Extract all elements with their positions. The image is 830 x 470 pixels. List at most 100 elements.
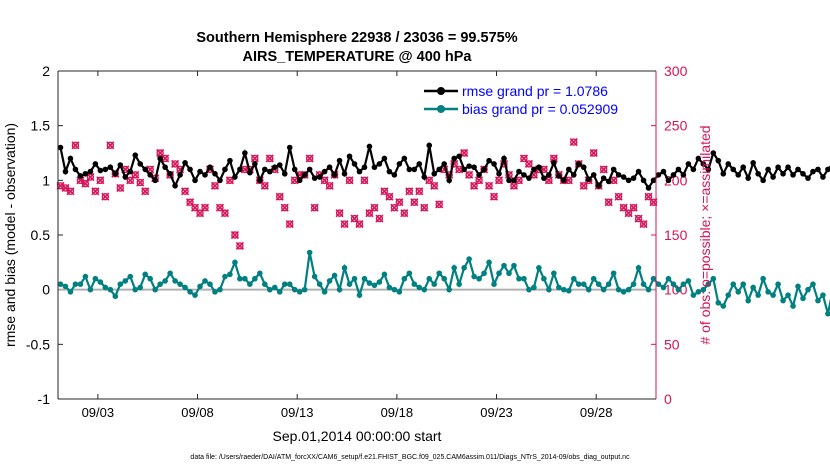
- bias-point: [675, 286, 682, 293]
- obs-count-point: [415, 187, 424, 196]
- rmse-point: [167, 170, 173, 177]
- rmse-point: [710, 150, 717, 156]
- bias-point: [471, 273, 477, 280]
- rmse-point: [670, 172, 677, 178]
- rmse-point: [192, 177, 198, 184]
- rmse-point: [271, 164, 278, 171]
- bias-point: [202, 278, 208, 284]
- obs-count-point: [200, 203, 210, 212]
- rmse-point: [107, 164, 114, 171]
- rmse-point: [486, 157, 492, 164]
- bias-point: [306, 249, 313, 256]
- bias-point: [351, 275, 358, 282]
- rmse-point: [501, 155, 507, 162]
- bias-point: [645, 286, 652, 293]
- rmse-point: [137, 161, 144, 167]
- rmse-point: [755, 170, 761, 177]
- obs-count-point: [81, 179, 90, 188]
- bias-point: [411, 281, 418, 288]
- bias-point: [635, 265, 642, 271]
- rmse-point: [281, 170, 288, 177]
- rmse-point: [461, 166, 467, 173]
- rmse-point: [680, 172, 687, 178]
- bias-point: [371, 282, 378, 289]
- obs-count-point: [141, 187, 150, 196]
- rmse-point: [780, 170, 786, 177]
- rmse-point: [291, 166, 298, 173]
- bias-point: [546, 286, 552, 293]
- bias-point: [281, 281, 288, 288]
- y-left-tick-label: 0: [42, 282, 50, 298]
- rmse-point: [760, 177, 766, 184]
- rmse-point: [222, 166, 228, 173]
- obs-count-point: [405, 187, 414, 196]
- rmse-point: [212, 170, 218, 177]
- rmse-point: [386, 168, 393, 175]
- bias-point: [531, 284, 537, 291]
- x-axis-label: Sep.01,2014 00:00:00 start: [273, 428, 442, 444]
- rmse-point: [177, 172, 183, 178]
- obs-count-point: [400, 209, 409, 218]
- bias-point: [506, 270, 512, 277]
- rmse-point: [341, 170, 348, 177]
- rmse-point: [157, 155, 163, 162]
- bias-point: [82, 273, 89, 280]
- obs-count-point: [136, 178, 145, 187]
- obs-count-point: [604, 198, 613, 207]
- obs-count-point: [370, 203, 379, 212]
- obs-count-point: [475, 176, 484, 185]
- rmse-point: [640, 177, 647, 184]
- plot-area: [58, 71, 656, 399]
- obs-count-point: [250, 154, 259, 163]
- bias-point: [122, 278, 129, 284]
- rmse-point: [660, 168, 667, 175]
- rmse-point: [351, 161, 358, 167]
- bias-point: [92, 275, 99, 282]
- rmse-point: [117, 162, 124, 168]
- rmse-point: [366, 143, 373, 150]
- bias-point: [735, 289, 742, 295]
- bias-point: [217, 286, 223, 293]
- rmse-point: [62, 168, 69, 175]
- rmse-point: [650, 177, 657, 184]
- y-right-tick-label: 150: [664, 227, 688, 243]
- rmse-point: [266, 168, 273, 175]
- bias-point: [177, 281, 183, 288]
- rmse-point: [575, 161, 582, 167]
- obs-count-point: [305, 154, 314, 163]
- bias-point: [286, 281, 293, 288]
- obs-count-point: [220, 209, 230, 218]
- rmse-point: [745, 175, 751, 181]
- rmse-point: [620, 174, 627, 180]
- bias-point: [321, 289, 328, 295]
- bias-point: [790, 303, 796, 309]
- bias-point: [137, 284, 144, 291]
- bias-point: [271, 284, 278, 291]
- bias-point: [810, 281, 816, 288]
- y-left-tick-label: 0.5: [31, 227, 51, 243]
- bias-point: [257, 270, 263, 277]
- rmse-point: [585, 176, 592, 183]
- rmse-point: [336, 157, 343, 164]
- bias-point: [67, 289, 74, 295]
- bias-point: [615, 286, 622, 293]
- obs-count-point: [91, 187, 100, 196]
- obs-count-point: [335, 209, 344, 218]
- bias-point: [536, 265, 542, 271]
- obs-count-point: [275, 192, 284, 201]
- bias-point: [745, 297, 751, 304]
- bias-point: [805, 286, 811, 293]
- bias-point: [800, 295, 806, 302]
- rmse-point: [132, 152, 139, 158]
- bias-point: [590, 275, 597, 282]
- bias-point: [311, 273, 318, 280]
- obs-count-point: [629, 203, 638, 212]
- bias-point: [77, 281, 84, 288]
- rmse-point: [276, 162, 283, 168]
- rmse-point: [705, 166, 712, 173]
- bias-point: [391, 286, 398, 293]
- bias-point: [162, 278, 168, 284]
- rmse-point: [790, 172, 796, 178]
- bias-point: [630, 281, 637, 288]
- rmse-point: [396, 161, 403, 167]
